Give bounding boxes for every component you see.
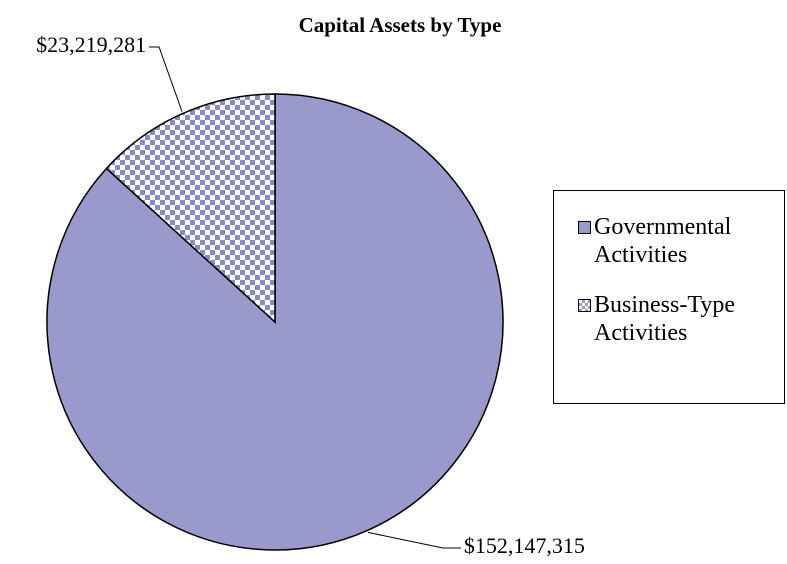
data-label: $23,219,281 [36,32,146,57]
data-label: $152,147,315 [464,533,585,558]
legend-item: Business-Type Activities [578,291,784,347]
legend-label: Business-Type Activities [594,292,735,346]
pie-slice [105,93,276,324]
legend-item: Governmental Activities [578,213,784,269]
legend-swatch [578,221,591,234]
legend-label: Governmental Activities [594,214,732,268]
legend-swatch [578,299,591,312]
leader-line [149,46,183,112]
legend: Governmental Activities Business-Type Act… [553,190,785,404]
leader-line [367,531,461,549]
chart-title: Capital Assets by Type [299,13,502,37]
